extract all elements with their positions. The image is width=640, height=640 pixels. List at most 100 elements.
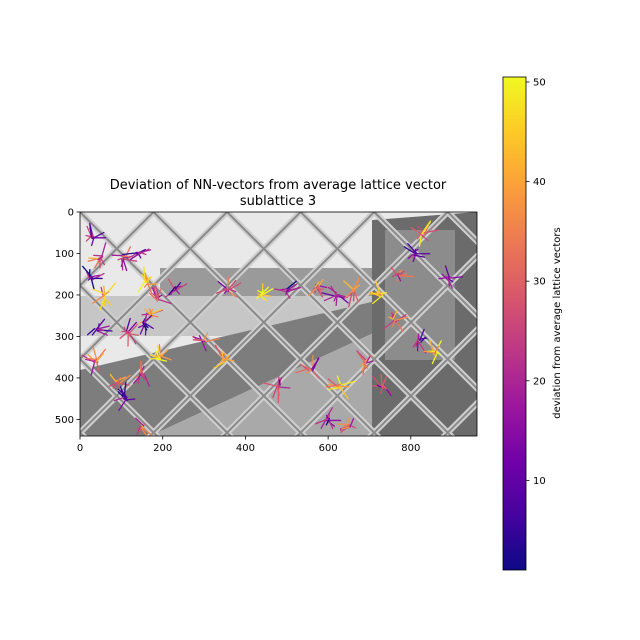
plot-area xyxy=(80,212,477,436)
deviation-vector xyxy=(102,291,110,296)
deviation-vector xyxy=(176,283,188,291)
deviation-vector xyxy=(338,385,349,400)
deviation-cluster xyxy=(295,354,320,379)
deviation-cluster xyxy=(356,350,374,375)
deviation-vector xyxy=(325,383,341,388)
deviation-cluster xyxy=(119,317,139,347)
deviation-vector xyxy=(263,382,279,388)
deviation-vector xyxy=(441,273,448,280)
deviation-cluster xyxy=(343,277,360,308)
deviation-vector xyxy=(419,328,425,342)
deviation-cluster xyxy=(325,375,356,400)
deviation-vector xyxy=(155,285,160,301)
deviation-vector xyxy=(326,414,331,422)
deviation-cluster xyxy=(383,310,409,332)
deviation-vector xyxy=(135,417,145,427)
deviation-cluster xyxy=(113,381,136,411)
deviation-cluster xyxy=(423,340,442,365)
deviation-vector xyxy=(152,285,158,298)
deviation-vector xyxy=(407,243,418,254)
deviation-vector xyxy=(420,234,429,242)
deviation-vector xyxy=(117,374,131,385)
deviation-vector xyxy=(431,352,438,365)
deviation-vector xyxy=(115,376,127,382)
deviation-vector xyxy=(363,361,368,369)
deviation-vector xyxy=(142,427,153,436)
deviation-vector xyxy=(96,348,106,361)
deviation-vector xyxy=(213,360,228,369)
deviation-vector xyxy=(423,350,435,354)
deviation-vector xyxy=(95,353,104,363)
deviation-vector xyxy=(138,324,146,329)
x-axis: 0 200 400 600 800 xyxy=(77,436,420,454)
deviation-vector xyxy=(315,418,329,425)
deviation-vector xyxy=(117,380,121,389)
deviation-cluster xyxy=(108,373,131,390)
x-tick-label: 800 xyxy=(401,443,420,454)
deviation-vector xyxy=(365,355,371,364)
deviation-vector xyxy=(260,296,268,302)
deviation-vector xyxy=(117,257,125,261)
deviation-cluster xyxy=(138,312,154,336)
deviation-vector xyxy=(343,424,350,427)
deviation-vector xyxy=(285,288,291,294)
deviation-vector xyxy=(314,281,320,288)
deviation-vector xyxy=(173,286,180,295)
deviation-vector xyxy=(143,266,146,283)
colorbar-ticks: 10 20 30 40 50 xyxy=(526,77,546,487)
deviation-vector xyxy=(421,221,431,234)
deviation-vector xyxy=(202,332,209,341)
deviation-vector xyxy=(126,252,139,260)
deviation-cluster xyxy=(438,265,464,289)
deviation-cluster xyxy=(135,417,153,436)
y-tick-label: 500 xyxy=(55,415,74,426)
deviation-vector xyxy=(333,295,338,302)
deviation-vector xyxy=(380,291,388,295)
deviation-vector xyxy=(143,321,154,330)
deviation-vector xyxy=(312,370,320,379)
deviation-vector xyxy=(423,226,429,236)
deviation-vector xyxy=(157,345,161,357)
deviation-vector xyxy=(121,258,124,271)
y-tick-label: 0 xyxy=(68,208,74,219)
colorbar xyxy=(502,76,527,571)
deviation-vector xyxy=(85,234,95,238)
deviation-vector xyxy=(412,248,419,253)
deviation-vector xyxy=(136,425,141,435)
deviation-vector xyxy=(96,328,104,332)
deviation-vector xyxy=(226,279,237,292)
deviation-vector xyxy=(299,363,311,370)
deviation-vector xyxy=(349,418,355,428)
y-tick-label: 400 xyxy=(55,373,74,384)
deviation-vector xyxy=(90,278,95,290)
chart-title-line1: Deviation of NN-vectors from average lat… xyxy=(110,178,447,193)
chart-title-line2: sublattice 3 xyxy=(240,194,316,209)
deviation-cluster xyxy=(164,278,188,298)
deviation-vector xyxy=(94,258,101,269)
deviation-vector xyxy=(433,345,439,355)
x-tick-label: 200 xyxy=(153,443,172,454)
deviation-cluster xyxy=(215,277,242,298)
deviation-vector xyxy=(317,285,323,298)
y-tick-label: 300 xyxy=(55,332,74,343)
deviation-vector xyxy=(113,396,125,402)
deviation-vector xyxy=(85,357,98,361)
deviation-vector xyxy=(337,293,349,304)
deviation-vector xyxy=(221,349,224,359)
deviation-vector xyxy=(226,277,230,290)
deviation-vector xyxy=(137,249,152,254)
deviation-vector xyxy=(286,280,297,290)
deviation-cluster xyxy=(321,285,349,306)
x-tick-label: 600 xyxy=(319,443,338,454)
deviation-vector xyxy=(398,275,415,278)
deviation-vector xyxy=(383,320,395,330)
deviation-vector xyxy=(86,271,90,279)
colorbar-tick-label: 10 xyxy=(533,476,546,487)
deviation-vector xyxy=(158,354,172,361)
deviation-cluster xyxy=(410,220,439,247)
deviation-vector xyxy=(327,286,338,294)
deviation-vector xyxy=(412,251,417,262)
deviation-vector xyxy=(88,274,101,278)
deviation-vector xyxy=(201,341,207,352)
deviation-vector xyxy=(90,236,95,247)
